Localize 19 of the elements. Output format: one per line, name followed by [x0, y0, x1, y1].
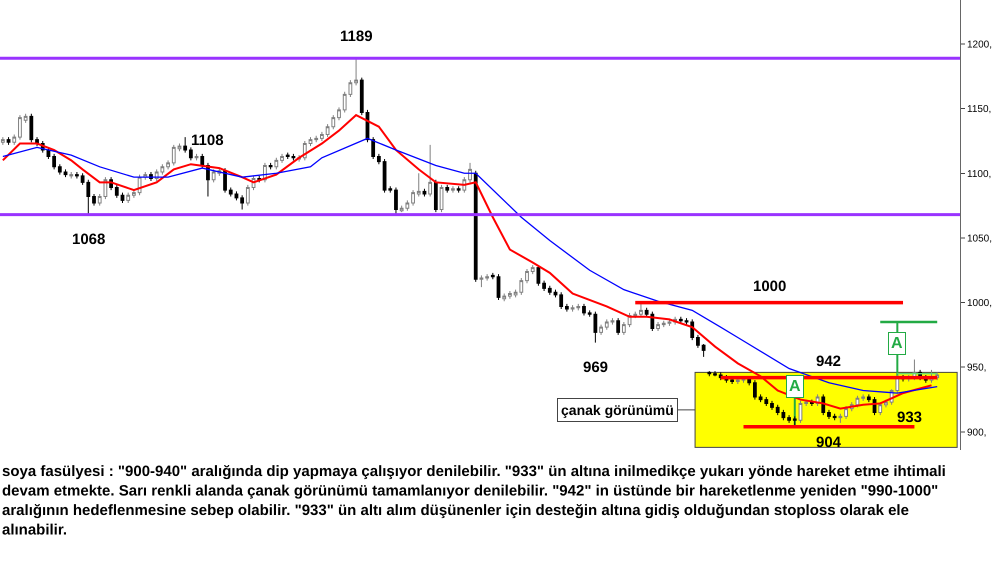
annotation: 1068 [72, 231, 106, 248]
annotation: 1189 [340, 28, 373, 45]
annotation: 969 [583, 359, 608, 376]
annotation: 1108 [191, 132, 224, 149]
y-tick-label: 1000, [967, 298, 992, 310]
y-tick-label: 950, [967, 362, 986, 374]
annotation: 904 [816, 434, 842, 451]
y-tick-label: 1050, [967, 233, 992, 244]
annotation: 933 [897, 409, 922, 426]
annotation: A [891, 335, 903, 352]
y-tick-label: 900, [967, 427, 986, 438]
annotation: 1000 [753, 278, 786, 295]
annotation: 942 [816, 353, 842, 370]
text: soya fasülyesi : "900-940" aralığında dip yapmaya çalışıyor denilebilir. "933" ün altına inilmedikçe yukarı yönde hareket etme ihtimali devam etmekte. Sarı renkli alanda çanak görünümü tamamlanıyor denilebilir. "942" in üstünde bir hareketlenme yeniden "990-1000" aralığının hedeflenmesine sebep olabilir. "933" ün altı alım düşünenler için desteğin altına gidiş olduğundan stoploss olarak ele alınabilir. [2, 463, 946, 538]
band-label: çanak görünümü [561, 402, 674, 418]
y-tick-label: 1100, [967, 168, 992, 180]
y-tick-label: 1200, [967, 39, 992, 50]
y-tick-label: 1150, [967, 104, 992, 116]
annotation: A [789, 378, 801, 395]
